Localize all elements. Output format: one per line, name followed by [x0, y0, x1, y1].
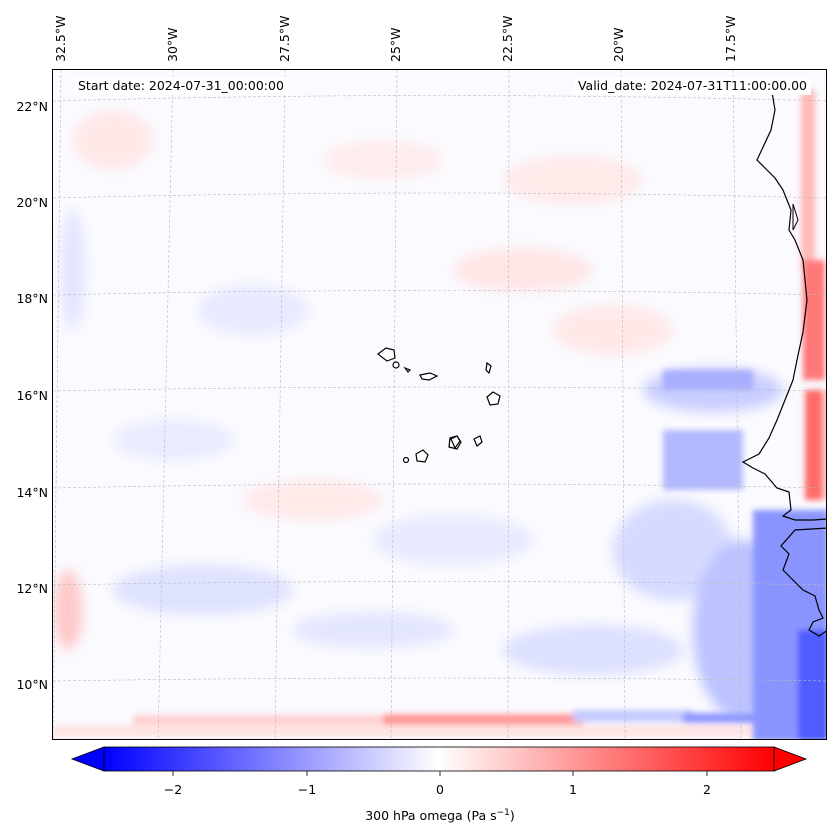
colorbar-tick-marks: [172, 771, 708, 776]
colorbar-bar: [103, 746, 775, 772]
colorbar-tick-1: 1: [569, 782, 577, 797]
omega-field-patches: [54, 110, 793, 720]
southern-boundary-bands: [53, 710, 826, 737]
map-panel: [52, 69, 827, 740]
lat-label-20n: 20°N: [16, 195, 48, 210]
africa-coastline: [741, 85, 826, 521]
lat-label-22n: 22°N: [16, 99, 48, 114]
cape-verde-islands: [377, 347, 501, 464]
colorbar-tick-0: 0: [436, 782, 444, 797]
colorbar-extend-min: [70, 746, 105, 772]
eastern-boundary-field: [663, 90, 826, 739]
colorbar-extend-max: [773, 746, 808, 772]
lat-label-18n: 18°N: [16, 291, 48, 306]
omega-field-map: [53, 70, 826, 739]
colorbar-tick-minus-1: −1: [297, 782, 317, 797]
lat-label-10n: 10°N: [16, 677, 48, 692]
start-date-label: Start date: 2024-07-31_00:00:00: [74, 77, 288, 95]
africa-coastline-south: [780, 527, 826, 637]
lat-label-14n: 14°N: [16, 485, 48, 500]
colorbar-tick-2: 2: [703, 782, 711, 797]
graticule: [53, 70, 826, 739]
valid-date-label: Valid_date: 2024-07-31T11:00:00.00: [573, 77, 811, 95]
colorbar-label: 300 hPa omega (Pa s−1): [365, 808, 515, 824]
lat-label-12n: 12°N: [16, 581, 48, 596]
colorbar-tick-minus-2: −2: [163, 782, 183, 797]
lat-label-16n: 16°N: [16, 388, 48, 403]
